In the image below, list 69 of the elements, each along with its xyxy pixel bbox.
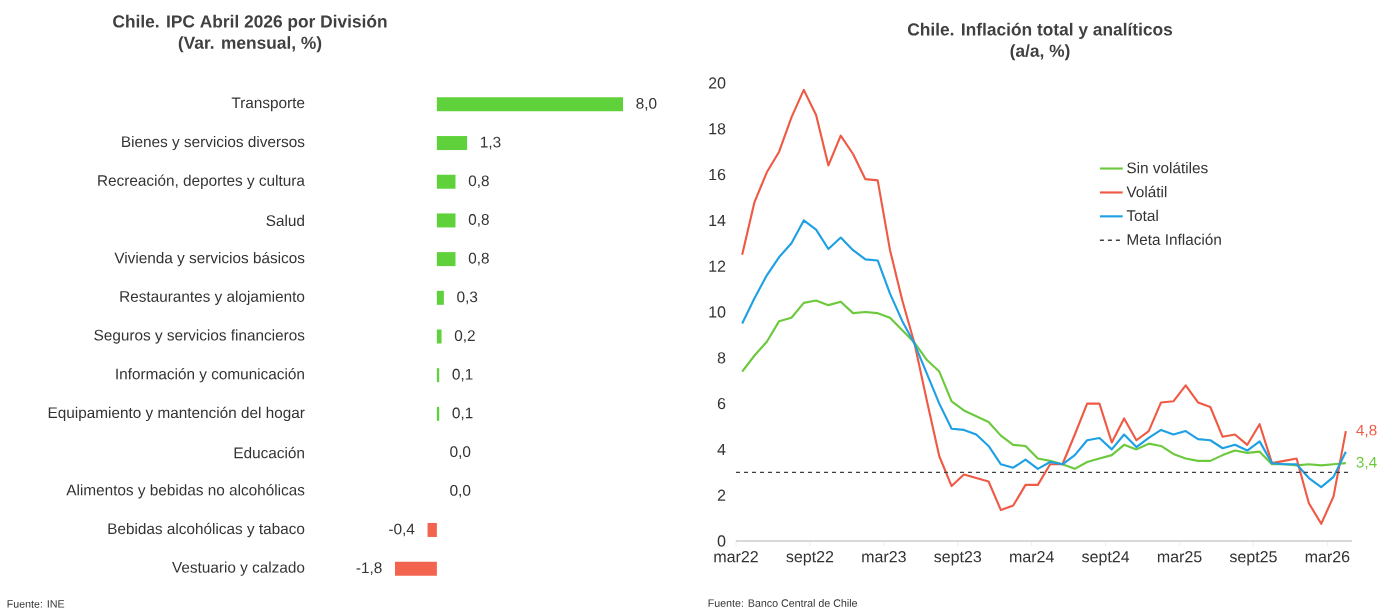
data-label: 0,3 [457,291,478,305]
chart-title: Chile. Inflación total y analíticos [907,22,1173,40]
line-series [741,299,1347,470]
y-tick-label: 18 [709,123,726,135]
y-tick-label: Vestuario y calzado [172,561,305,576]
y-tick-label: 8 [717,352,726,364]
y-tick-label: Alimentos y bebidas no alcohólicas [66,484,305,499]
legend-label: Sin volátiles [1127,161,1208,174]
bar [436,213,456,228]
bar [436,174,456,189]
legend-label: Total [1126,209,1158,222]
bar [436,97,623,112]
y-tick-label: Información y comunicación [116,367,304,383]
legend-label: Meta Inflación [1127,233,1221,246]
data-label: -1,8 [356,562,382,575]
y-tick-label: 0 [717,535,726,547]
y-tick-label: Recreación, deportes y cultura [98,174,305,189]
data-label: 4,8 [1356,424,1377,438]
line-series [741,219,1347,489]
y-tick-label: 16 [709,168,726,181]
y-tick-label: Seguros y servicios financieros [94,329,305,344]
x-tick-label: mar23 [862,551,906,563]
bar [436,252,456,267]
text: (Var. mensual, %) [178,36,322,53]
y-tick-label: Salud [266,214,304,227]
y-tick-label: 2 [717,489,726,501]
data-label: 0,2 [454,330,475,343]
bar [436,329,442,344]
legend-label: Volátil [1126,185,1167,198]
data-label: 3,4 [1356,456,1377,470]
data-label: 0,1 [452,407,473,421]
y-tick-label: Equipamiento y mantención del hogar [48,406,305,422]
chart-subtitle: (a/a, %) [1010,44,1070,61]
y-tick-label: Educación [234,446,304,459]
source-note: Fuente: Banco Central de Chile [708,599,858,607]
y-tick-label: 14 [709,214,726,226]
y-tick-label: 4 [717,443,726,455]
bar [436,136,468,151]
x-tick-label: mar24 [1010,551,1054,563]
x-tick-label: mar26 [1305,551,1350,563]
y-tick-label: 10 [709,306,726,318]
y-tick-label: 12 [709,260,726,272]
x-tick-label: mar25 [1157,551,1202,563]
bar [436,290,444,305]
x-tick-label: mar22 [714,551,758,563]
x-tick-label: sept22 [786,551,834,566]
data-label: -0,4 [389,523,415,537]
y-tick-label: 20 [708,77,726,89]
bar [427,522,437,537]
y-tick-label: Transporte [231,97,305,112]
data-label: 8,0 [636,98,657,111]
y-tick-label: Bebidas alcohólicas y tabaco [108,522,305,538]
x-tick-label: sept25 [1229,551,1277,566]
data-label: 0,0 [450,446,471,459]
bar [395,561,437,576]
data-label: 0,8 [468,252,489,266]
x-tick-label: sept24 [1082,551,1130,566]
data-label: 0,8 [468,214,489,227]
y-tick-label: Bienes y servicios diversos [122,135,305,151]
data-label: 0,1 [452,368,473,382]
y-tick-label: Vivienda y servicios básicos [114,251,305,267]
data-label: 0,8 [468,175,489,189]
text: Chile. IPC Abril 2026 por División [113,14,387,32]
y-tick-label: 6 [717,397,726,410]
x-tick-label: sept23 [934,551,982,566]
data-label: 0,0 [450,484,471,498]
source-note: Fuente: INE [7,600,65,608]
data-label: 1,3 [481,136,501,150]
y-tick-label: Restaurantes y alojamiento [120,290,305,305]
